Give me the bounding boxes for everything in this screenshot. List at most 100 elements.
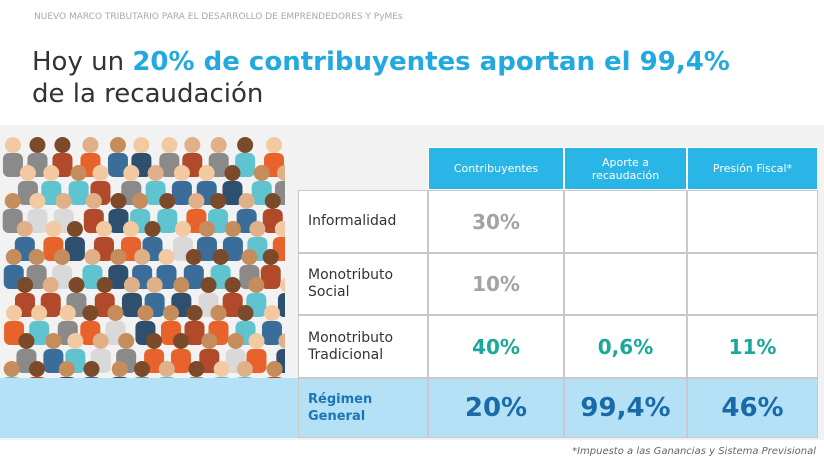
person-head: [224, 165, 241, 181]
row-label: Monotributo Social: [298, 253, 428, 315]
column-header: Aporte a recaudación: [564, 147, 687, 190]
person-head: [118, 333, 135, 349]
person-body: [260, 265, 281, 289]
person-body: [64, 237, 85, 261]
value-cell: 20%: [428, 378, 564, 438]
kicker: NUEVO MARCO TRIBUTARIO PARA EL DESARROLL…: [34, 12, 403, 22]
person-head: [45, 221, 62, 237]
person-head: [248, 333, 265, 349]
person-head: [16, 221, 33, 237]
person-head: [18, 333, 35, 349]
person-head: [188, 193, 205, 209]
person-head: [55, 193, 72, 209]
person-body: [108, 265, 129, 289]
person-head: [82, 137, 99, 153]
person-head: [266, 361, 283, 377]
empty-cell: [564, 190, 687, 253]
empty-cell: [687, 190, 818, 253]
person-head: [172, 333, 189, 349]
person-head: [213, 361, 230, 377]
person-head: [158, 361, 175, 377]
person-head: [96, 277, 113, 293]
value-cell: 99,4%: [564, 378, 687, 438]
person-head: [147, 165, 164, 181]
person-head: [224, 221, 241, 237]
footnote: *Impuesto a las Ganancias y Sistema Prev…: [572, 446, 816, 457]
person-head: [237, 137, 254, 153]
person-head: [133, 137, 150, 153]
person-head: [173, 277, 190, 293]
person-head: [28, 361, 45, 377]
person-head: [43, 165, 60, 181]
person-head: [95, 221, 112, 237]
person-head: [54, 137, 71, 153]
row-label: Monotributo Tradicional: [298, 315, 428, 378]
value-cell: 10%: [428, 253, 564, 315]
person-body: [121, 293, 142, 317]
person-head: [262, 249, 279, 265]
title-rest: de la recaudación: [32, 79, 264, 109]
person-head: [5, 249, 22, 265]
person-head: [263, 305, 280, 321]
person-head: [264, 193, 281, 209]
person-head: [237, 305, 254, 321]
person-head: [279, 277, 285, 293]
person-head: [67, 333, 84, 349]
person-head: [137, 305, 154, 321]
person-head: [6, 305, 23, 321]
person-head: [3, 361, 20, 377]
person-head: [70, 165, 87, 181]
person-head: [4, 193, 21, 209]
person-head: [184, 137, 201, 153]
person-head: [210, 137, 227, 153]
person-head: [278, 333, 285, 349]
person-head: [201, 333, 218, 349]
person-body: [43, 349, 64, 373]
person-head: [111, 361, 128, 377]
row-label: Informalidad: [298, 190, 428, 253]
person-head: [198, 165, 215, 181]
column-header: Contribuyentes: [428, 147, 564, 190]
person-body: [196, 237, 217, 261]
person-head: [42, 277, 59, 293]
person-head: [84, 249, 101, 265]
person-head: [249, 221, 266, 237]
person-body: [184, 321, 205, 345]
person-head: [161, 137, 178, 153]
value-cell: 46%: [687, 378, 818, 438]
person-head: [173, 165, 190, 181]
person-head: [109, 137, 126, 153]
empty-cell: [564, 253, 687, 315]
person-head: [248, 277, 265, 293]
person-head: [82, 305, 99, 321]
person-head: [19, 165, 36, 181]
person-head: [174, 221, 191, 237]
person-head: [122, 221, 139, 237]
person-head: [162, 305, 179, 321]
person-head: [186, 305, 203, 321]
person-head: [200, 277, 217, 293]
person-head: [29, 137, 46, 153]
person-head: [85, 193, 102, 209]
person-body: [2, 153, 23, 177]
person-head: [159, 193, 176, 209]
person-body: [261, 321, 282, 345]
person-head: [146, 277, 163, 293]
person-head: [66, 221, 83, 237]
empty-cell: [687, 253, 818, 315]
person-head: [212, 249, 229, 265]
person-head: [28, 249, 45, 265]
person-head: [31, 305, 48, 321]
row-label: Régimen General: [298, 378, 428, 438]
person-head: [276, 165, 285, 181]
person-head: [58, 361, 75, 377]
person-head: [188, 361, 205, 377]
person-head: [224, 277, 241, 293]
person-head: [236, 361, 253, 377]
person-head: [210, 193, 227, 209]
person-head: [16, 277, 33, 293]
person-head: [92, 165, 109, 181]
person-head: [241, 249, 258, 265]
person-body: [170, 349, 191, 373]
